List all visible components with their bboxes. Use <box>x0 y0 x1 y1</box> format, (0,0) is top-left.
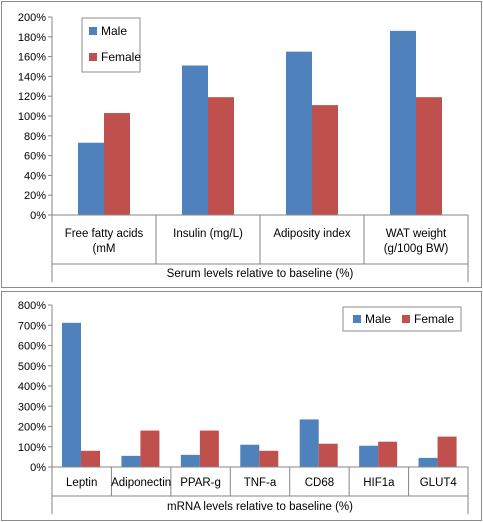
x-axis-title: Serum levels relative to baseline (%) <box>167 268 354 280</box>
bar-male-4 <box>299 419 319 467</box>
bar-male-2 <box>286 51 312 216</box>
y-tick-label: 140% <box>18 71 46 83</box>
category-label: HIF1a <box>363 477 395 489</box>
category-label: WAT weight <box>386 228 447 240</box>
y-tick-label: 500% <box>18 361 46 373</box>
mrna-chart-panel: 0% 100% 200% 300% 400% 500% 600% 700% 800% Leptin… <box>1 291 482 521</box>
y-tick-label: 100% <box>18 111 46 123</box>
bar-female-2 <box>199 430 219 467</box>
legend-label-female: Female <box>101 50 141 64</box>
bar-female-3 <box>416 97 442 215</box>
y-tick-label: 200% <box>18 12 46 24</box>
x-axis-title: mRNA levels relative to baseline (%) <box>167 501 353 513</box>
y-tick-label: 120% <box>18 91 46 103</box>
y-tick-label: 0% <box>30 462 46 474</box>
y-tick-label: 180% <box>18 32 46 44</box>
bar-female-0 <box>104 113 130 215</box>
category-label: CD68 <box>305 477 334 489</box>
bar-male-0 <box>62 322 81 467</box>
y-tick-label: 100% <box>18 442 46 454</box>
bar-male-6 <box>418 457 438 467</box>
bar-female-3 <box>259 450 279 467</box>
bar-male-2 <box>180 454 200 467</box>
bar-female-0 <box>81 450 100 467</box>
category-label: Insulin (mg/L) <box>173 228 243 240</box>
bar-male-1 <box>182 65 208 215</box>
category-label: (g/100g BW) <box>384 243 449 255</box>
y-tick-label: 40% <box>24 170 46 182</box>
bar-female-1 <box>208 97 234 215</box>
y-tick-label: 700% <box>18 320 46 332</box>
y-tick-label: 400% <box>18 381 46 393</box>
mrna-chart: 0% 100% 200% 300% 400% 500% 600% 700% 800% Leptin… <box>18 300 469 514</box>
category-label: Adiposity index <box>273 228 351 240</box>
bar-female-4 <box>318 443 338 467</box>
bar-female-1 <box>140 430 160 467</box>
category-label: (mM <box>93 243 116 255</box>
category-label: Free fatty acids <box>65 228 144 240</box>
legend: Male Female <box>342 306 462 332</box>
y-tick-label: 160% <box>18 52 46 64</box>
bar-male-3 <box>390 30 416 215</box>
y-tick-label: 0% <box>30 210 46 222</box>
serum-chart: 0% 20% 40% 60% 80% 100% 120% 140% 160% 180% 200% Fr… <box>18 12 469 282</box>
legend-label-male: Male <box>101 24 127 38</box>
category-label: PPAR-g <box>180 477 221 489</box>
y-tick-label: 20% <box>24 190 46 202</box>
bar-male-1 <box>121 455 141 467</box>
bar-female-6 <box>437 436 457 467</box>
legend: Male Female <box>81 17 141 73</box>
category-label: GLUT4 <box>420 477 458 489</box>
legend-label-female: Female <box>414 312 454 326</box>
y-tick-label: 600% <box>18 341 46 353</box>
bar-female-5 <box>378 441 398 467</box>
legend-swatch-female <box>89 53 97 61</box>
category-label: Adiponectin <box>111 477 171 489</box>
legend-box <box>81 17 141 73</box>
y-tick-label: 200% <box>18 422 46 434</box>
bar-male-0 <box>78 142 104 215</box>
bar-male-3 <box>240 444 260 467</box>
category-label: TNF-a <box>244 477 277 489</box>
y-tick-label: 300% <box>18 401 46 413</box>
bar-female-2 <box>312 105 338 215</box>
y-tick-label: 60% <box>24 151 46 163</box>
legend-swatch-male <box>353 315 361 323</box>
legend-label-male: Male <box>365 312 391 326</box>
legend-swatch-female <box>402 315 410 323</box>
category-label: Leptin <box>66 477 97 489</box>
legend-swatch-male <box>89 27 97 35</box>
bar-male-5 <box>359 445 379 467</box>
serum-chart-panel: 0% 20% 40% 60% 80% 100% 120% 140% 160% 180% 200% Fr… <box>1 1 482 288</box>
y-tick-label: 80% <box>24 131 46 143</box>
y-tick-label: 800% <box>18 300 46 312</box>
